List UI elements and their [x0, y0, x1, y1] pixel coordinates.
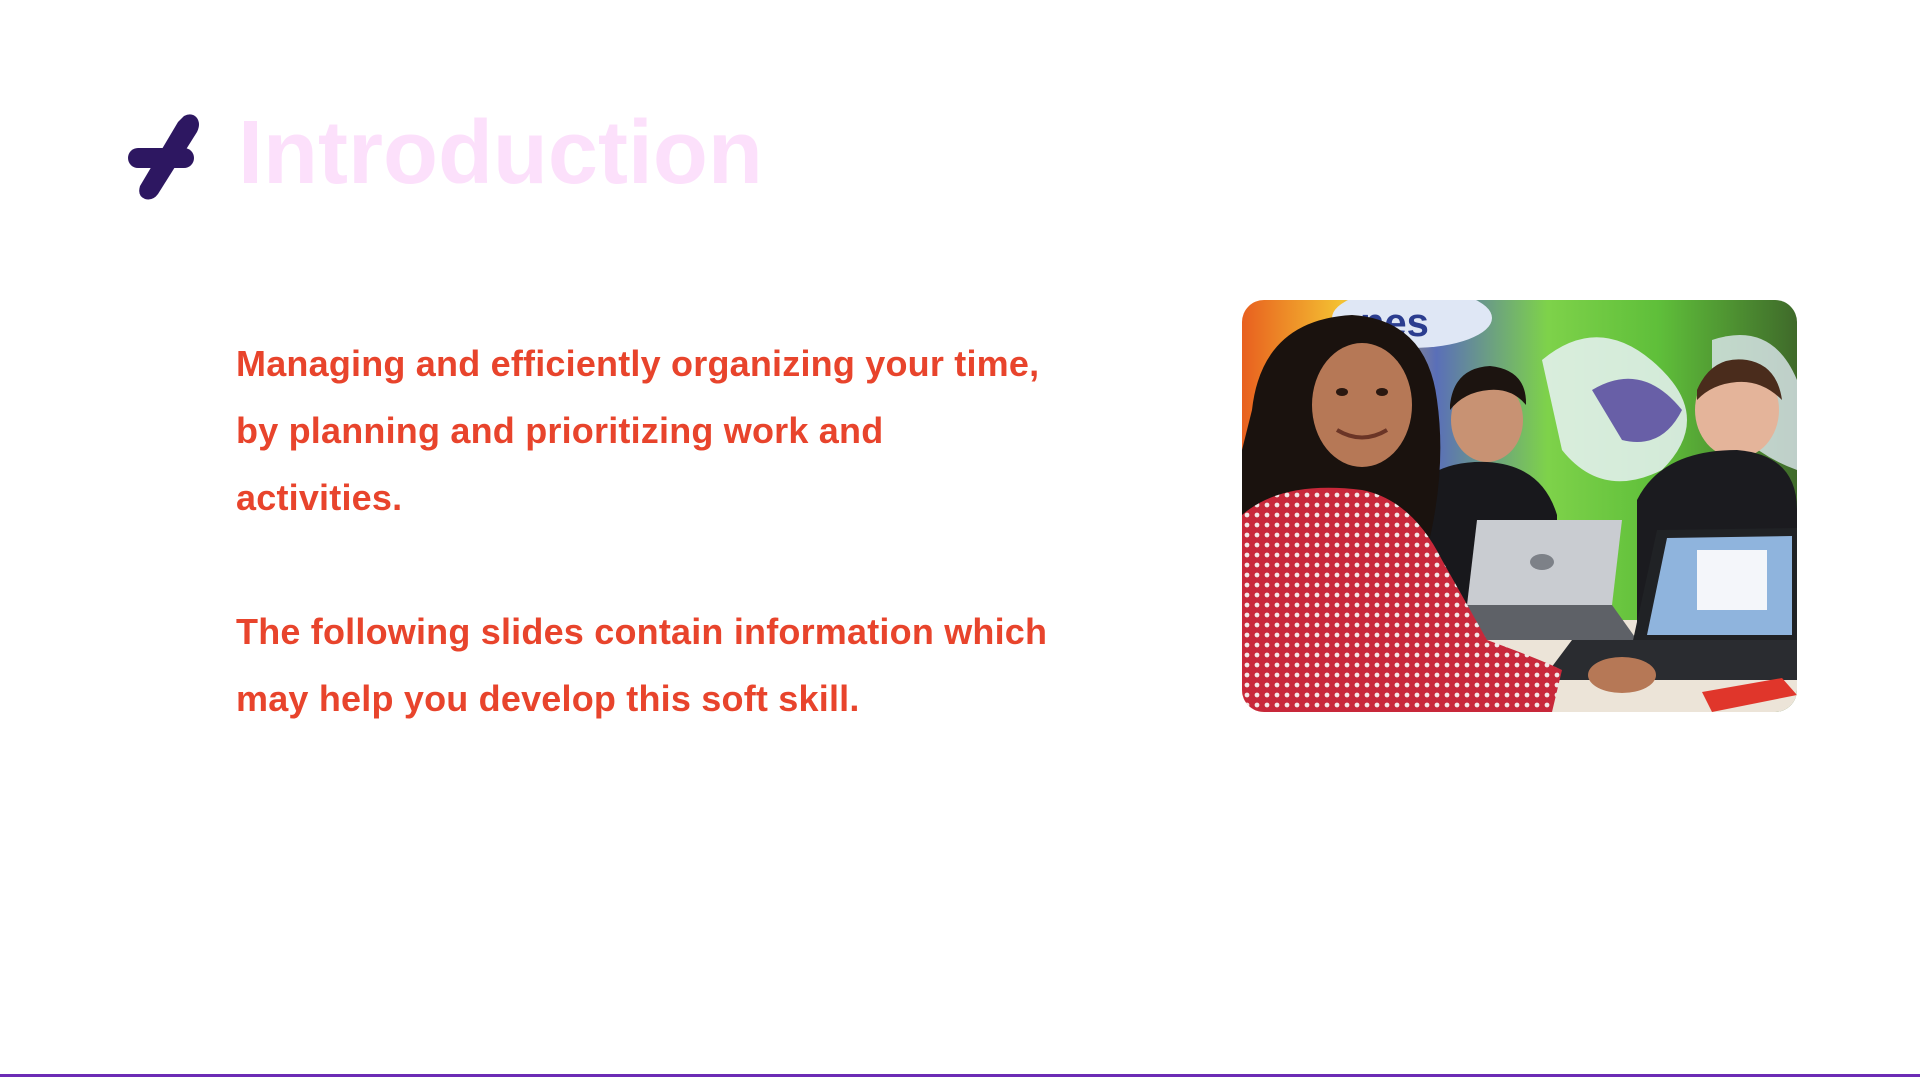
body-paragraph-2: The following slides contain information…: [236, 611, 1048, 719]
brand-mark-icon: [128, 114, 199, 200]
classroom-photo: nes: [1242, 300, 1797, 712]
bottom-divider: [0, 1074, 1920, 1077]
slide-title: Introduction: [238, 103, 763, 203]
slide-body: Managing and efficiently organizing your…: [236, 330, 1056, 732]
body-paragraph-1: Managing and efficiently organizing your…: [236, 343, 1040, 518]
